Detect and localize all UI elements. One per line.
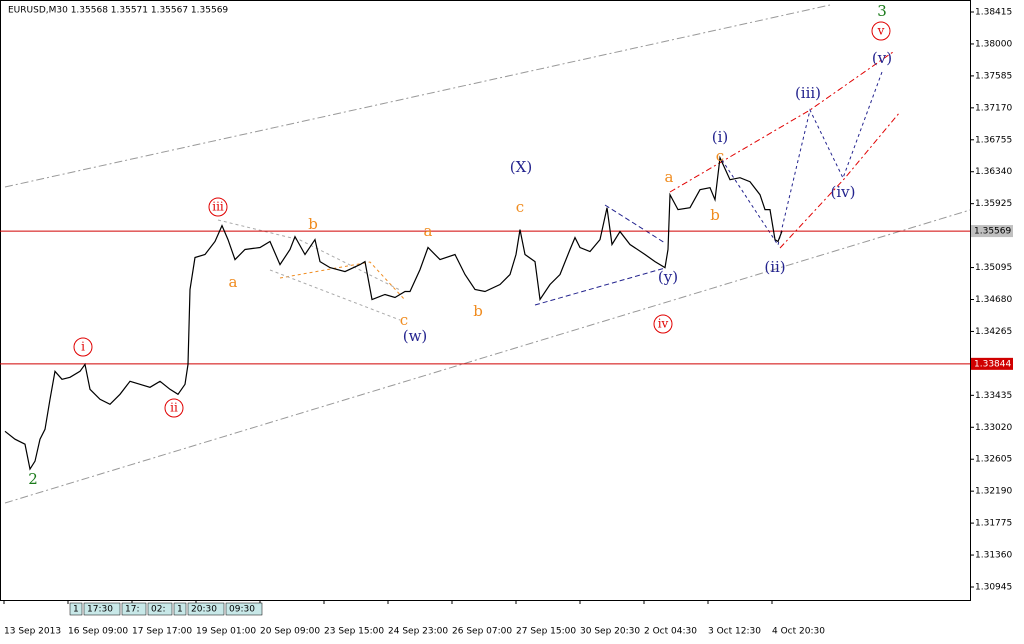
price-label: 1.33844 — [974, 359, 1011, 369]
wave-label: (iii) — [795, 84, 821, 102]
price-label: 1.35569 — [974, 227, 1011, 237]
x-tick-label: 4 Oct 20:30 — [772, 627, 825, 637]
time-marker: 1 — [73, 605, 79, 615]
wave-circle — [653, 314, 673, 334]
wave-label: iv — [658, 317, 669, 331]
channel-line — [4, 4, 831, 188]
wave-label: (y) — [658, 268, 678, 286]
x-tick-label: 26 Sep 07:00 — [452, 627, 512, 637]
y-tick-label: 1.38415 — [975, 8, 1012, 18]
wave-label: c — [716, 147, 724, 165]
wave-label: (X) — [510, 158, 532, 176]
y-tick-label: 1.34265 — [975, 327, 1012, 337]
y-tick-label: 1.36755 — [975, 135, 1012, 145]
wave-line — [604, 204, 666, 244]
wave-label: a — [424, 222, 433, 240]
y-tick-label: 1.36340 — [975, 167, 1012, 177]
y-tick-label: 1.32190 — [975, 487, 1012, 497]
wave-label: 2 — [28, 470, 38, 488]
wave-label: 3 — [877, 2, 887, 20]
wave-label: a — [229, 273, 238, 291]
y-tick-label: 1.34680 — [975, 295, 1012, 305]
price-label-bg — [971, 225, 1013, 238]
wave-label: b — [308, 215, 318, 233]
wave-label: b — [473, 302, 483, 320]
x-tick-label: 24 Sep 23:00 — [388, 627, 448, 637]
price-label-bg — [971, 357, 1013, 370]
wave-line — [279, 261, 406, 301]
wave-label: a — [665, 168, 674, 186]
price-line — [4, 155, 783, 471]
y-tick-label: 1.31775 — [975, 519, 1012, 529]
y-tick-label: 1.37585 — [975, 71, 1012, 81]
time-marker: 02: — [151, 605, 165, 615]
wave-circle — [73, 337, 93, 357]
time-marker-bg — [173, 602, 187, 616]
x-tick-label: 23 Sep 15:00 — [324, 627, 384, 637]
chart-title: EURUSD,M30 1.35568 1.35571 1.35567 1.355… — [8, 6, 228, 16]
plot-frame — [0, 0, 971, 601]
wave-label: (w) — [403, 327, 428, 345]
wave-label: (i) — [712, 128, 729, 146]
x-tick-label: 16 Sep 09:00 — [68, 627, 128, 637]
time-marker: 1 — [177, 605, 183, 615]
wave-label: i — [81, 340, 85, 354]
x-tick-label: 2 Oct 04:30 — [644, 627, 697, 637]
wave-line — [669, 51, 894, 193]
wave-label: ii — [170, 401, 178, 415]
time-marker-bg — [225, 602, 263, 616]
time-marker-bg — [147, 602, 173, 616]
wave-label: iii — [212, 200, 224, 214]
x-tick-label: 19 Sep 01:00 — [196, 627, 256, 637]
drawings — [4, 4, 971, 504]
y-tick-label: 1.33020 — [975, 423, 1012, 433]
wave-circle — [871, 21, 891, 41]
x-tick-label: 3 Oct 12:30 — [708, 627, 761, 637]
y-tick-label: 1.33435 — [975, 391, 1012, 401]
wave-label: c — [400, 311, 408, 329]
y-tick-label: 1.37170 — [975, 103, 1012, 113]
wave-label: v — [877, 24, 885, 38]
wave-label: (ii) — [764, 258, 785, 276]
time-marker: 17: — [125, 605, 139, 615]
y-tick-label: 1.35095 — [975, 263, 1012, 273]
y-tick-label: 1.31360 — [975, 551, 1012, 561]
wave-label: c — [516, 198, 524, 216]
wave-circle — [208, 197, 228, 217]
wave-circle — [164, 398, 184, 418]
time-marker: 17:30 — [87, 605, 113, 615]
x-tick-label: 27 Sep 15:00 — [516, 627, 576, 637]
y-tick-label: 1.38000 — [975, 39, 1012, 49]
time-marker-bg — [187, 602, 225, 616]
wave-projection — [721, 71, 883, 247]
time-marker-bg — [83, 602, 121, 616]
wave-label: b — [710, 206, 720, 224]
y-tick-label: 1.32605 — [975, 455, 1012, 465]
wave-line — [534, 267, 666, 306]
wave-line — [779, 111, 901, 249]
wave-label: (v) — [872, 49, 892, 67]
time-marker: 20:30 — [191, 605, 217, 615]
x-tick-label: 13 Sep 2013 — [4, 627, 61, 637]
time-marker-bg — [121, 602, 147, 616]
time-marker: 09:30 — [229, 605, 255, 615]
x-tick-label: 17 Sep 17:00 — [132, 627, 192, 637]
wave-label: (iv) — [831, 183, 856, 201]
x-tick-label: 20 Sep 09:00 — [260, 627, 320, 637]
y-tick-label: 1.35925 — [975, 199, 1012, 209]
time-marker-bg — [69, 602, 83, 616]
wave-line — [269, 269, 401, 321]
y-tick-label: 1.30945 — [975, 582, 1012, 592]
x-tick-label: 30 Sep 20:30 — [580, 627, 640, 637]
